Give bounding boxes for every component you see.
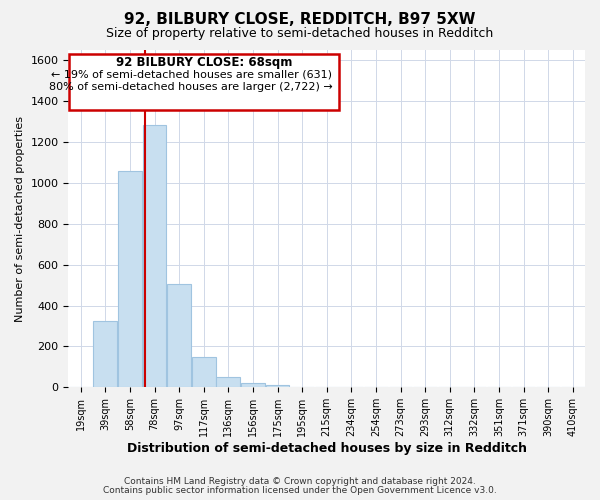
Y-axis label: Number of semi-detached properties: Number of semi-detached properties xyxy=(15,116,25,322)
Bar xyxy=(266,386,289,388)
X-axis label: Distribution of semi-detached houses by size in Redditch: Distribution of semi-detached houses by … xyxy=(127,442,527,455)
Text: Contains HM Land Registry data © Crown copyright and database right 2024.: Contains HM Land Registry data © Crown c… xyxy=(124,477,476,486)
FancyBboxPatch shape xyxy=(69,54,339,110)
Bar xyxy=(192,356,215,388)
Text: 92 BILBURY CLOSE: 68sqm: 92 BILBURY CLOSE: 68sqm xyxy=(116,56,292,69)
Bar xyxy=(217,376,240,388)
Bar xyxy=(94,321,117,388)
Text: Size of property relative to semi-detached houses in Redditch: Size of property relative to semi-detach… xyxy=(106,28,494,40)
Text: ← 19% of semi-detached houses are smaller (631): ← 19% of semi-detached houses are smalle… xyxy=(50,70,332,80)
Bar xyxy=(118,170,142,388)
Bar xyxy=(167,284,191,388)
Text: 92, BILBURY CLOSE, REDDITCH, B97 5XW: 92, BILBURY CLOSE, REDDITCH, B97 5XW xyxy=(124,12,476,28)
Bar xyxy=(143,124,166,388)
Bar xyxy=(241,383,265,388)
Text: 80% of semi-detached houses are larger (2,722) →: 80% of semi-detached houses are larger (… xyxy=(49,82,333,92)
Text: Contains public sector information licensed under the Open Government Licence v3: Contains public sector information licen… xyxy=(103,486,497,495)
